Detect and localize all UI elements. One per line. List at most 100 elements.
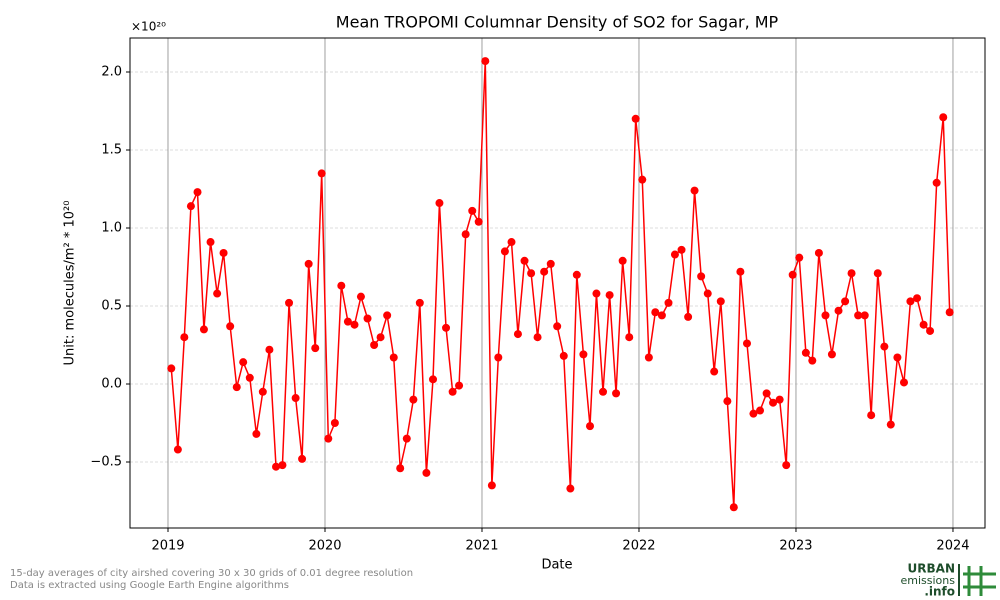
data-point bbox=[258, 387, 267, 396]
data-point bbox=[854, 311, 863, 320]
data-point bbox=[193, 188, 202, 197]
data-point bbox=[507, 238, 516, 247]
data-point bbox=[697, 272, 706, 281]
x-tick-label: 2019 bbox=[151, 539, 184, 554]
footnote: 15-day averages of city airshed covering… bbox=[10, 568, 413, 579]
data-point bbox=[710, 367, 719, 376]
data-point bbox=[657, 311, 666, 320]
data-point bbox=[579, 350, 588, 359]
data-point bbox=[788, 270, 797, 279]
data-point bbox=[677, 245, 686, 254]
data-point bbox=[729, 503, 738, 512]
x-tick-label: 2024 bbox=[936, 539, 969, 554]
data-point bbox=[206, 238, 215, 247]
data-point bbox=[572, 270, 581, 279]
data-point bbox=[186, 202, 195, 211]
chart-title: Mean TROPOMI Columnar Density of SO2 for… bbox=[336, 13, 779, 32]
data-point bbox=[546, 259, 555, 268]
y-tick-label: 0.5 bbox=[101, 299, 122, 314]
data-point bbox=[847, 269, 856, 278]
data-point bbox=[873, 269, 882, 278]
y-axis-label: Unit: molecules/m² * 10²⁰ bbox=[63, 201, 78, 366]
data-point bbox=[474, 217, 483, 226]
data-point bbox=[638, 175, 647, 184]
data-point bbox=[808, 356, 817, 365]
data-point bbox=[690, 186, 699, 195]
data-point bbox=[566, 484, 575, 493]
data-point bbox=[782, 461, 791, 470]
data-point bbox=[343, 317, 352, 326]
data-point bbox=[500, 247, 509, 256]
plot-frame bbox=[129, 37, 986, 529]
data-point bbox=[605, 291, 614, 300]
y-tick-label: −0.5 bbox=[90, 455, 122, 470]
data-point bbox=[599, 387, 608, 396]
data-point bbox=[664, 298, 673, 307]
data-point bbox=[422, 468, 431, 477]
data-point bbox=[337, 281, 346, 290]
data-point bbox=[886, 420, 895, 429]
data-point bbox=[827, 350, 836, 359]
data-point bbox=[670, 250, 679, 259]
y-tick-label: 1.5 bbox=[101, 143, 122, 158]
data-point bbox=[926, 326, 935, 335]
data-point bbox=[919, 320, 928, 329]
data-point bbox=[435, 199, 444, 208]
data-point bbox=[324, 434, 333, 443]
logo-text: .info bbox=[924, 585, 955, 599]
x-tick-label: 2023 bbox=[779, 539, 812, 554]
data-point bbox=[513, 330, 522, 339]
data-point bbox=[167, 364, 176, 373]
logo-grid bbox=[963, 566, 996, 596]
footnote: Data is extracted using Google Earth Eng… bbox=[10, 580, 289, 591]
data-point bbox=[801, 348, 810, 357]
data-point bbox=[939, 113, 948, 122]
data-point bbox=[749, 409, 758, 418]
data-point bbox=[409, 395, 418, 404]
data-point bbox=[795, 253, 804, 262]
data-point bbox=[213, 289, 222, 298]
x-tick-label: 2021 bbox=[465, 539, 498, 554]
data-point bbox=[383, 311, 392, 320]
data-point bbox=[252, 429, 261, 438]
data-point bbox=[736, 267, 745, 276]
data-point bbox=[239, 358, 248, 367]
data-point bbox=[651, 308, 660, 317]
data-point bbox=[298, 454, 307, 463]
y-tick-label: 2.0 bbox=[101, 65, 122, 80]
data-point bbox=[219, 248, 228, 257]
data-point bbox=[834, 306, 843, 315]
logo: URBAN emissions .info bbox=[901, 562, 996, 599]
data-point bbox=[461, 230, 470, 239]
data-point bbox=[396, 464, 405, 473]
data-point bbox=[585, 422, 594, 431]
data-point bbox=[429, 375, 438, 384]
data-point bbox=[448, 387, 457, 396]
data-point bbox=[291, 394, 300, 403]
x-tick-label: 2022 bbox=[622, 539, 655, 554]
data-point bbox=[402, 434, 411, 443]
data-point bbox=[775, 395, 784, 404]
data-point bbox=[265, 345, 274, 354]
data-point bbox=[756, 406, 765, 415]
data-point bbox=[592, 289, 601, 298]
data-point bbox=[644, 353, 653, 362]
data-point bbox=[684, 312, 693, 321]
data-point bbox=[278, 461, 287, 470]
data-point bbox=[527, 269, 536, 278]
data-point bbox=[376, 333, 385, 342]
data-point bbox=[612, 389, 621, 398]
data-point bbox=[880, 342, 889, 351]
data-point bbox=[180, 333, 189, 342]
data-point bbox=[199, 325, 208, 334]
data-point bbox=[232, 383, 241, 392]
data-point bbox=[363, 314, 372, 323]
logo-text: emissions bbox=[901, 574, 956, 587]
data-point bbox=[814, 248, 823, 257]
logo-text: URBAN bbox=[908, 562, 955, 576]
data-point bbox=[841, 297, 850, 306]
data-point bbox=[272, 462, 281, 471]
y-offset-label: ×10²⁰ bbox=[131, 20, 166, 34]
data-point bbox=[899, 378, 908, 387]
